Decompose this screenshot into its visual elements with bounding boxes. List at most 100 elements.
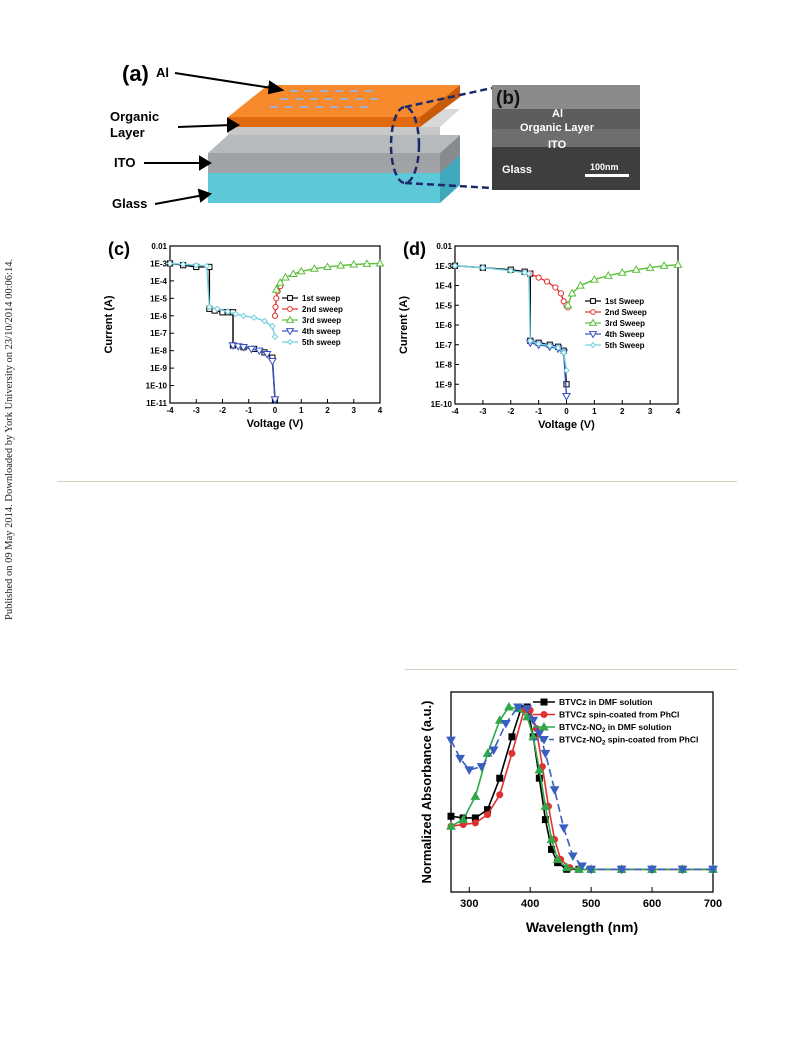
legend-label: 5th sweep xyxy=(302,338,341,347)
data-point xyxy=(281,272,290,281)
data-point xyxy=(546,342,554,350)
data-point xyxy=(272,303,279,311)
absorbance-series xyxy=(447,706,717,873)
x-tick-label: 1 xyxy=(592,407,597,416)
data-point xyxy=(476,763,487,772)
legend-label: 3rd sweep xyxy=(302,316,341,325)
separator-rule xyxy=(57,481,737,482)
data-point xyxy=(203,262,211,270)
series-4th-sweep xyxy=(228,342,280,405)
x-tick-label: 3 xyxy=(352,406,357,415)
data-point xyxy=(323,262,332,271)
data-point xyxy=(447,812,455,820)
data-point xyxy=(508,749,516,757)
x-tick-label: -3 xyxy=(479,407,487,416)
y-tick-label: 1E-6 xyxy=(150,312,167,321)
data-point xyxy=(166,260,174,267)
data-point xyxy=(246,345,256,354)
x-tick-label: -2 xyxy=(507,407,515,416)
data-point xyxy=(647,865,657,875)
data-point xyxy=(508,733,516,741)
data-point xyxy=(336,260,346,269)
data-point xyxy=(271,333,279,341)
y-tick-label: 1E-10 xyxy=(431,400,453,409)
data-point xyxy=(273,295,280,302)
data-point xyxy=(567,288,577,297)
iv-chart-c: (c) -4 -3 -2 -1 0 1 2 3 4 0.01 1E-3 1E-4 1E-5 1E-6 1E-7… xyxy=(103,239,385,430)
y-tick-label: 0.01 xyxy=(436,242,452,251)
separator-rule xyxy=(405,669,737,670)
data-point xyxy=(309,264,319,272)
al-layer-front xyxy=(228,117,420,127)
x-tick-label: 0 xyxy=(564,407,569,416)
data-point xyxy=(708,865,718,875)
glass-layer-side xyxy=(440,155,460,203)
x-tick-label: 2 xyxy=(620,407,625,416)
data-point xyxy=(577,862,587,871)
y-tick-label: 1E-4 xyxy=(150,277,167,286)
data-point xyxy=(552,284,559,291)
data-point xyxy=(575,280,585,289)
label-layer: Layer xyxy=(110,125,145,140)
x-tick-label: -3 xyxy=(193,406,201,415)
zoom-ellipse xyxy=(389,105,421,185)
data-point xyxy=(250,314,258,321)
y-tick-label: 1E-9 xyxy=(435,380,452,389)
sem-label-al: Al xyxy=(552,108,563,120)
data-point xyxy=(232,310,239,318)
legend-marker xyxy=(539,736,549,745)
data-point xyxy=(528,716,539,726)
data-point xyxy=(458,814,469,824)
data-point xyxy=(543,278,551,285)
absorbance-chart: 300 400 500 600 700 Wavelength (nm) Normalized… xyxy=(419,691,722,935)
y-tick-label: 1E-3 xyxy=(435,262,452,271)
x-tick-label: 0 xyxy=(273,406,278,415)
panel-b-letter: (b) xyxy=(496,88,520,109)
x-tick-label: -1 xyxy=(535,407,543,416)
x-tick-label: 1 xyxy=(299,406,304,415)
download-notice: Published on 09 May 2014. Downloaded by … xyxy=(4,258,15,620)
data-point xyxy=(522,711,533,721)
legend-marker xyxy=(588,318,598,326)
legend-marker xyxy=(287,295,293,301)
data-point xyxy=(557,290,565,297)
data-point xyxy=(589,274,599,283)
data-point xyxy=(540,749,551,759)
series-5th-sweep xyxy=(166,260,279,341)
x-tick-label: 300 xyxy=(460,898,478,910)
organic-layer-front xyxy=(228,127,440,135)
data-point xyxy=(451,262,459,270)
ito-layer-front xyxy=(208,153,440,173)
data-point xyxy=(560,349,568,356)
legend-label: 3rd Sweep xyxy=(605,319,645,328)
legend-label: 1st Sweep xyxy=(605,297,644,306)
panel-a-letter: (a) xyxy=(122,61,149,86)
data-point xyxy=(470,791,481,800)
data-point xyxy=(546,834,557,843)
data-point xyxy=(224,308,232,315)
sem-scalebar-label: 100nm xyxy=(590,162,619,172)
x-tick-label: -4 xyxy=(166,406,174,415)
y-tick-label: 1E-11 xyxy=(146,399,167,408)
ito-layer-side xyxy=(440,135,460,173)
legend-marker xyxy=(540,711,548,718)
data-point xyxy=(464,766,475,775)
data-point xyxy=(271,312,279,319)
data-point xyxy=(563,300,573,309)
legend-label: 5th Sweep xyxy=(605,341,645,350)
data-point xyxy=(271,285,281,293)
data-point xyxy=(535,774,543,782)
data-point xyxy=(240,312,247,320)
sem-label-ito: ITO xyxy=(548,139,567,151)
panel-letter: (d) xyxy=(403,239,426,259)
legend-label: 4th Sweep xyxy=(605,330,645,339)
data-point xyxy=(526,337,534,345)
data-point xyxy=(288,269,298,278)
y-tick-label: 1E-4 xyxy=(435,282,452,291)
data-point xyxy=(494,715,505,724)
label-organic: Organic xyxy=(110,109,159,124)
y-tick-label: 1E-5 xyxy=(150,294,167,303)
data-point xyxy=(179,261,187,268)
legend-label: 4th sweep xyxy=(302,327,341,336)
data-point xyxy=(603,271,613,279)
